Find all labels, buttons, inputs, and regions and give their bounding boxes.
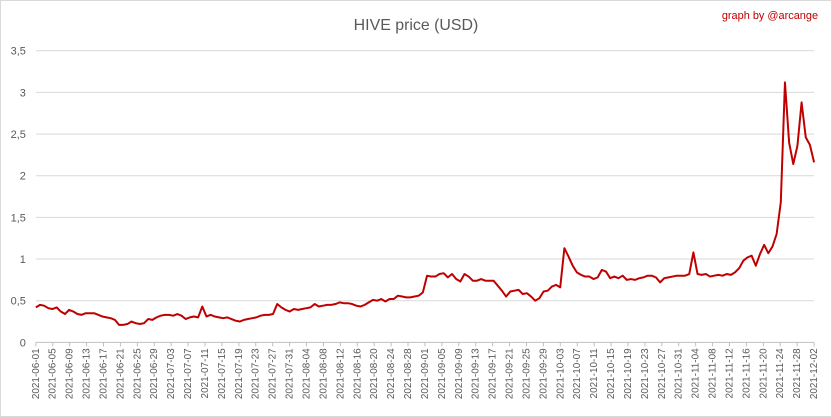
x-tick-label: 2021-11-16	[741, 348, 752, 399]
x-tick-label: 2021-06-01	[31, 348, 42, 399]
x-tick-label: 2021-09-25	[521, 348, 532, 399]
x-tick-label: 2021-09-21	[505, 348, 516, 399]
x-axis-ticks: 2021-06-01 2021-06-05 2021-06-09 2021-06-13…	[31, 342, 820, 399]
x-tick-label: 2021-07-19	[234, 348, 245, 399]
gridlines	[35, 50, 815, 302]
x-tick-label: 2021-11-24	[775, 348, 786, 399]
y-axis-ticks: 0 0,5 1 1,5 2 2,5 3 3,5	[11, 46, 26, 350]
x-tick-label: 2021-12-02	[809, 348, 820, 399]
x-tick-label: 2021-07-23	[251, 348, 262, 399]
x-tick-label: 2021-10-11	[589, 348, 600, 399]
y-tick-label: 3,5	[11, 46, 26, 58]
x-tick-label: 2021-08-24	[386, 348, 397, 399]
y-tick-label: 2,5	[11, 129, 26, 141]
x-tick-label: 2021-10-07	[572, 348, 583, 399]
x-tick-label: 2021-07-31	[285, 348, 296, 399]
x-tick-label: 2021-09-05	[437, 348, 448, 399]
chart-credit: graph by @arcange	[722, 10, 818, 22]
x-tick-label: 2021-07-11	[200, 348, 211, 399]
x-tick-label: 2021-10-15	[606, 348, 617, 399]
x-tick-label: 2021-11-04	[691, 348, 702, 399]
series-line-hive-price	[35, 81, 816, 326]
x-tick-label: 2021-06-09	[65, 348, 76, 399]
x-tick-label: 2021-10-03	[555, 348, 566, 399]
x-tick-label: 2021-06-05	[48, 348, 59, 399]
x-tick-label: 2021-06-29	[149, 348, 160, 399]
x-tick-label: 2021-06-25	[132, 348, 143, 399]
x-tick-label: 2021-09-09	[454, 348, 465, 399]
y-tick-label: 0,5	[11, 296, 26, 308]
x-tick-label: 2021-08-12	[335, 348, 346, 399]
x-tick-label: 2021-08-20	[369, 348, 380, 399]
y-tick-label: 3	[20, 87, 26, 99]
x-tick-label: 2021-09-29	[538, 348, 549, 399]
x-tick-label: 2021-08-04	[302, 348, 313, 399]
x-tick-label: 2021-07-03	[166, 348, 177, 399]
x-tick-label: 2021-07-15	[217, 348, 228, 399]
x-tick-label: 2021-06-13	[82, 348, 93, 399]
y-tick-label: 1,5	[11, 212, 26, 224]
x-tick-label: 2021-09-13	[471, 348, 482, 399]
x-tick-label: 2021-11-20	[758, 348, 769, 399]
y-tick-label: 1	[20, 254, 26, 266]
x-tick-label: 2021-10-23	[640, 348, 651, 399]
y-tick-label: 0	[20, 337, 26, 349]
x-tick-label: 2021-11-08	[708, 348, 719, 399]
x-tick-label: 2021-08-16	[352, 348, 363, 399]
x-tick-label: 2021-06-21	[115, 348, 126, 399]
x-tick-label: 2021-07-07	[183, 348, 194, 399]
x-tick-label: 2021-09-01	[420, 348, 431, 399]
x-tick-label: 2021-10-31	[674, 348, 685, 399]
chart-title: HIVE price (USD)	[354, 17, 479, 34]
x-tick-label: 2021-10-27	[657, 348, 668, 399]
x-tick-label: 2021-09-17	[488, 348, 499, 399]
x-tick-label: 2021-07-27	[268, 348, 279, 399]
y-tick-label: 2	[20, 171, 26, 183]
x-tick-label: 2021-08-28	[403, 348, 414, 399]
x-tick-label: 2021-06-17	[98, 348, 109, 399]
x-tick-label: 2021-10-19	[623, 348, 634, 399]
x-tick-label: 2021-11-28	[792, 348, 803, 399]
x-tick-label: 2021-11-12	[724, 348, 735, 399]
x-tick-label: 2021-08-08	[318, 348, 329, 399]
